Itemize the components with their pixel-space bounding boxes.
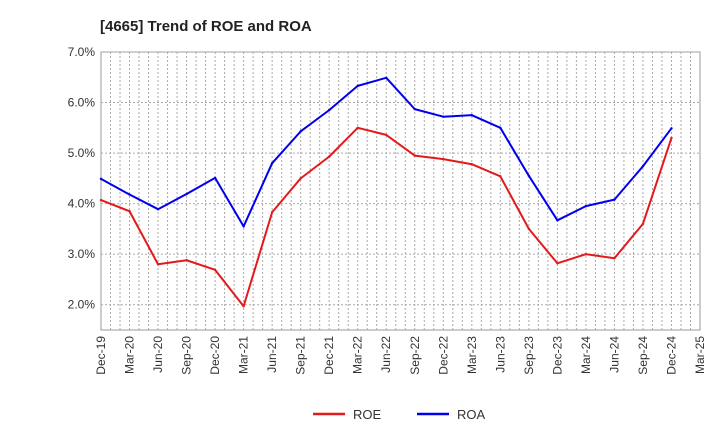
data-point-roa: [641, 165, 645, 168]
data-point-roe: [213, 268, 217, 272]
x-tick-label: Mar-20: [123, 336, 137, 374]
data-point-roa: [556, 219, 559, 222]
data-point-roe: [156, 263, 160, 266]
x-tick-label: Sep-20: [180, 336, 194, 375]
data-point-roa: [470, 113, 474, 117]
x-tick-label: Mar-21: [237, 336, 251, 374]
data-point-roa: [413, 107, 416, 111]
x-tick-label: Mar-23: [465, 336, 479, 374]
data-point-roe: [242, 305, 245, 308]
data-point-roe: [270, 211, 274, 214]
data-point-roa: [299, 130, 302, 133]
data-point-roe: [670, 136, 673, 140]
data-point-roa: [670, 127, 673, 130]
data-point-roe: [299, 177, 302, 180]
x-tick-label: Dec-19: [94, 336, 108, 375]
data-point-roe: [356, 126, 359, 130]
x-tick-label: Dec-22: [436, 336, 450, 375]
data-point-roa: [327, 108, 331, 112]
data-point-roa: [584, 204, 588, 208]
x-tick-label: Dec-20: [208, 336, 222, 375]
data-point-roe: [413, 154, 416, 157]
data-point-roe: [613, 257, 616, 260]
x-tick-label: Jun-21: [265, 336, 279, 373]
data-point-roa: [185, 192, 188, 196]
plot-area: 2.0% 3.0% 4.0% 5.0% 6.0% 7.0% Dec-19 Mar-20 Jun-…: [68, 45, 707, 375]
x-tick-label: Dec-21: [322, 336, 336, 375]
x-tick-label: Jun-22: [379, 336, 393, 373]
data-point-roa: [385, 76, 388, 79]
x-tick-label: Mar-24: [579, 336, 593, 374]
data-point-roe: [385, 133, 388, 137]
x-tick-label: Mar-22: [351, 336, 365, 374]
x-tick-label: Dec-23: [550, 336, 564, 375]
y-tick-label: 6.0%: [68, 96, 96, 110]
data-point-roe: [470, 163, 474, 166]
data-point-roa: [99, 177, 103, 181]
data-point-roe: [185, 259, 188, 262]
plot-frame: [100, 51, 701, 331]
y-tick-label: 5.0%: [68, 146, 96, 160]
data-point-roa: [442, 115, 445, 118]
data-point-roe: [499, 175, 502, 178]
x-tick-label: Sep-23: [522, 336, 536, 375]
data-point-roa: [527, 174, 531, 178]
x-tick-label: Sep-21: [294, 336, 308, 375]
legend-label-roe: ROE: [353, 407, 382, 422]
x-tick-label: Jun-20: [151, 336, 165, 373]
x-tick-label: Jun-23: [493, 336, 507, 373]
x-tick-label: Mar-25: [693, 336, 707, 374]
data-point-roa: [270, 162, 274, 165]
x-tick-label: Dec-24: [664, 336, 678, 375]
data-point-roa: [213, 176, 217, 180]
data-point-roe: [641, 222, 645, 226]
x-tick-label: Sep-22: [408, 336, 422, 375]
data-point-roa: [356, 84, 359, 88]
data-point-roe: [556, 262, 559, 265]
y-tick-label: 3.0%: [68, 247, 96, 261]
legend-label-roa: ROA: [457, 407, 486, 422]
x-tick-label: Sep-24: [636, 336, 650, 375]
x-tick-label: Jun-24: [607, 336, 621, 373]
chart-title: [4665] Trend of ROE and ROA: [100, 18, 312, 35]
data-point-roa: [128, 193, 131, 196]
data-point-roe: [584, 252, 588, 256]
data-point-roe: [99, 198, 103, 202]
data-point-roe: [128, 210, 131, 213]
data-point-roa: [156, 207, 160, 211]
data-point-roa: [613, 198, 616, 201]
data-point-roe: [527, 227, 531, 231]
y-tick-label: 2.0%: [68, 298, 96, 312]
data-point-roa: [242, 225, 245, 228]
y-tick-label: 4.0%: [68, 197, 96, 211]
data-point-roe: [327, 155, 331, 158]
data-point-roe: [442, 157, 445, 161]
y-tick-label: 7.0%: [68, 45, 96, 59]
data-point-roa: [499, 126, 502, 130]
legend: ROE ROA: [313, 407, 486, 422]
